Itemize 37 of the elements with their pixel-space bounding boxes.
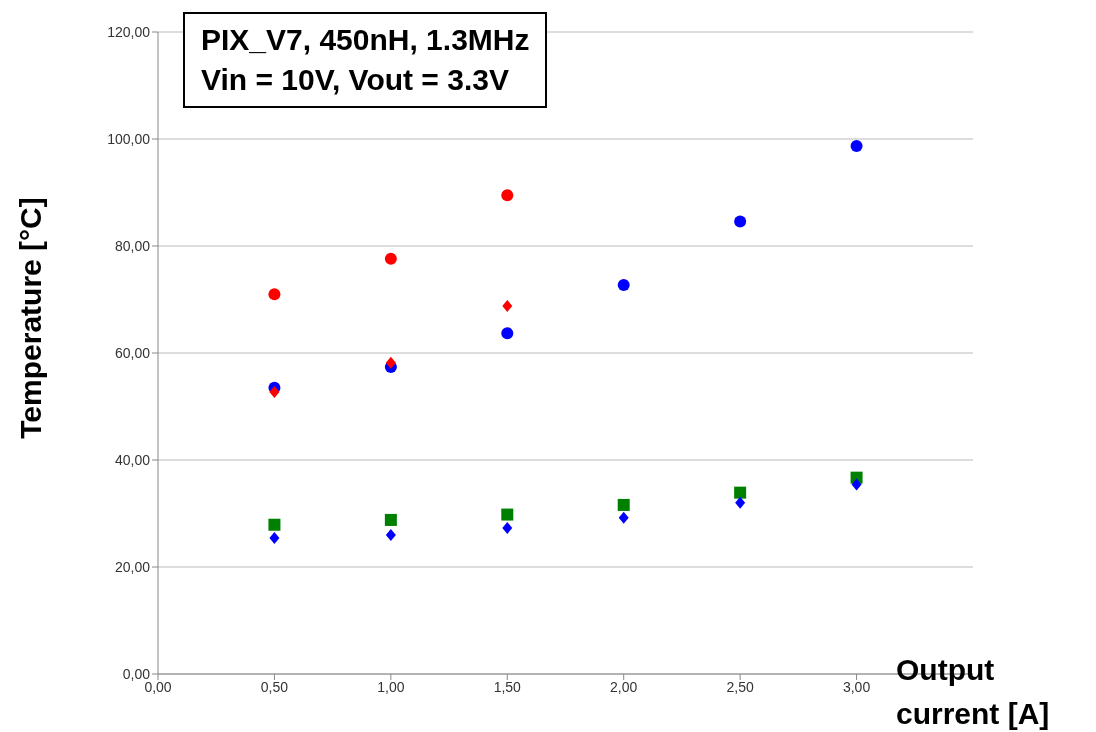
y-tick-label: 120,00 [107,23,151,40]
y-tick-label: 100,00 [107,130,151,147]
point [384,252,397,265]
x-tick-label: 0,50 [260,678,289,695]
text: Vin = 10V, Vout = 3.3V [201,62,510,98]
point [734,215,747,228]
chart-title: PIX_V7, 450nH, 1.3MHz [201,22,530,58]
point [617,498,630,511]
point [501,189,514,202]
point [501,508,514,521]
y-axis-title: Temperature [°C] [14,197,48,439]
point [734,486,747,499]
x-tick-label: 2,50 [726,678,754,695]
point [850,139,863,152]
point [385,356,396,369]
x-axis-title: Output current [A] [896,652,1051,732]
point [268,288,281,301]
point [735,496,746,509]
x-tick-label: 1,50 [493,678,522,695]
point [385,528,396,541]
y-tick-label: 60,00 [114,344,151,361]
x-tick-label: 2,00 [610,678,638,695]
point [269,532,280,545]
y-tick-label: 40,00 [114,451,151,468]
point [384,513,397,526]
x-tick-label: 1,00 [377,678,405,695]
point [501,327,514,340]
x-tick-label: 3,00 [842,678,871,695]
point [617,279,630,292]
point [268,518,281,531]
point [851,478,862,491]
point [502,299,513,312]
y-tick-label: 80,00 [114,237,151,254]
point [502,521,513,534]
point [269,386,280,399]
point [618,511,629,524]
y-tick-label: 20,00 [114,558,151,575]
